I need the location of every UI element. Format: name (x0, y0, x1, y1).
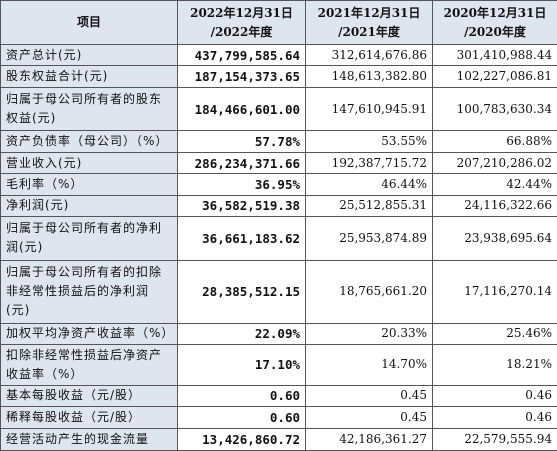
cell-value: 100,783,630.34 (432, 86, 557, 132)
cell-value: 20.33% (305, 322, 433, 346)
cell-value: 13,426,860.72 (177, 427, 306, 451)
row-label: 基本每股收益（元/股） (0, 384, 178, 408)
row-label: 营业收入(元) (0, 151, 178, 175)
cell-value: 42,186,361.27 (305, 427, 433, 451)
row-label: 净利润(元) (0, 194, 178, 217)
table-body: 资产总计(元) 437,799,585.64 312,614,676.86 301,4… (0, 43, 557, 451)
cell-value: 301,410,988.44 (432, 43, 557, 67)
cell-value: 36.95% (177, 173, 306, 196)
table-row: 营业收入(元) 286,234,371.66 192,387,715.72 207,2… (0, 151, 557, 175)
cell-value: 286,234,371.66 (177, 151, 306, 175)
header-text: 2021年12月31日 (317, 5, 421, 20)
cell-value: 14.70% (305, 344, 433, 386)
table-row: 归属于母公司所有者的股东权益(元) 184,466,601.00 147,610,9… (0, 86, 557, 132)
cell-value: 22.09% (177, 322, 306, 346)
table-row: 稀释每股收益（元/股） 0.60 0.45 0.46 (0, 406, 557, 429)
row-label: 归属于母公司所有者的扣除非经常性损益后的净利润(元) (0, 259, 178, 324)
row-label: 加权平均净资产收益率（%） (0, 322, 178, 346)
table-row: 资产负债率（母公司）（%） 57.78% 53.55% 66.88% (0, 130, 557, 153)
header-text: /2021年度 (338, 24, 400, 39)
header-text: /2020年度 (464, 24, 526, 39)
table-row: 加权平均净资产收益率（%） 22.09% 20.33% 25.46% (0, 322, 557, 346)
row-label: 经营活动产生的现金流量 (0, 427, 178, 451)
cell-value: 25,512,855.31 (305, 194, 433, 217)
row-label: 归属于母公司所有者的股东权益(元) (0, 86, 178, 132)
cell-value: 312,614,676.86 (305, 43, 433, 67)
cell-value: 187,154,373.65 (177, 65, 306, 88)
cell-value: 437,799,585.64 (177, 43, 306, 67)
cell-value: 0.60 (177, 406, 306, 429)
cell-value: 36,661,183.62 (177, 215, 306, 261)
header-cell: 项目 (0, 0, 178, 45)
cell-value: 23,938,695.64 (432, 215, 557, 261)
header-text: /2022年度 (210, 24, 273, 39)
cell-value: 53.55% (305, 130, 433, 153)
cell-value: 42.44% (432, 173, 557, 196)
cell-value: 102,227,086.81 (432, 65, 557, 88)
cell-value: 184,466,601.00 (177, 86, 306, 132)
cell-value: 25.46% (432, 322, 557, 346)
table-row: 归属于母公司所有者的净利润(元) 36,661,183.62 25,953,874.… (0, 215, 557, 261)
row-label: 归属于母公司所有者的净利润(元) (0, 215, 178, 261)
cell-value: 24,116,322.66 (432, 194, 557, 217)
cell-value: 66.88% (432, 130, 557, 153)
cell-value: 148,613,382.80 (305, 65, 433, 88)
cell-value: 36,582,519.38 (177, 194, 306, 217)
header-row: 项目 2022年12月31日/2022年度 2021年12月31日/2021年度 20… (0, 0, 557, 45)
table-row: 净利润(元) 36,582,519.38 25,512,855.31 24,116,3… (0, 194, 557, 217)
row-label: 扣除非经常性损益后净资产收益率（%） (0, 344, 178, 386)
cell-value: 0.60 (177, 384, 306, 408)
table-row: 股东权益合计(元) 187,154,373.65 148,613,382.80 102… (0, 65, 557, 88)
cell-value: 57.78% (177, 130, 306, 153)
row-label: 稀释每股收益（元/股） (0, 406, 178, 429)
header-text: 2020年12月31日 (443, 5, 547, 20)
cell-value: 0.46 (432, 384, 557, 408)
cell-value: 18.21% (432, 344, 557, 386)
row-label: 资产总计(元) (0, 43, 178, 67)
cell-value: 17.10% (177, 344, 306, 386)
header-text: 2022年12月31日 (190, 5, 293, 20)
cell-value: 0.45 (305, 384, 433, 408)
table-row: 毛利率（%） 36.95% 46.44% 42.44% (0, 173, 557, 196)
cell-value: 0.45 (305, 406, 433, 429)
header-cell: 2020年12月31日/2020年度 (432, 0, 557, 45)
table-row: 经营活动产生的现金流量 13,426,860.72 42,186,361.27 22,… (0, 427, 557, 451)
cell-value: 25,953,874.89 (305, 215, 433, 261)
header-cell: 2021年12月31日/2021年度 (305, 0, 433, 45)
table-row: 基本每股收益（元/股） 0.60 0.45 0.46 (0, 384, 557, 408)
cell-value: 0.46 (432, 406, 557, 429)
row-label: 股东权益合计(元) (0, 65, 178, 88)
table-row: 归属于母公司所有者的扣除非经常性损益后的净利润(元) 28,385,512.15 1… (0, 259, 557, 324)
cell-value: 17,116,270.14 (432, 259, 557, 324)
table-row: 资产总计(元) 437,799,585.64 312,614,676.86 301,4… (0, 43, 557, 67)
cell-value: 22,579,555.94 (432, 427, 557, 451)
cell-value: 46.44% (305, 173, 433, 196)
table-row: 扣除非经常性损益后净资产收益率（%） 17.10% 14.70% 18.21% (0, 344, 557, 386)
header-cell: 2022年12月31日/2022年度 (177, 0, 306, 45)
row-label: 资产负债率（母公司）（%） (0, 130, 178, 153)
row-label: 毛利率（%） (0, 173, 178, 196)
cell-value: 18,765,661.20 (305, 259, 433, 324)
cell-value: 192,387,715.72 (305, 151, 433, 175)
cell-value: 207,210,286.02 (432, 151, 557, 175)
cell-value: 28,385,512.15 (177, 259, 306, 324)
header-text: 项目 (76, 15, 101, 29)
cell-value: 147,610,945.91 (305, 86, 433, 132)
